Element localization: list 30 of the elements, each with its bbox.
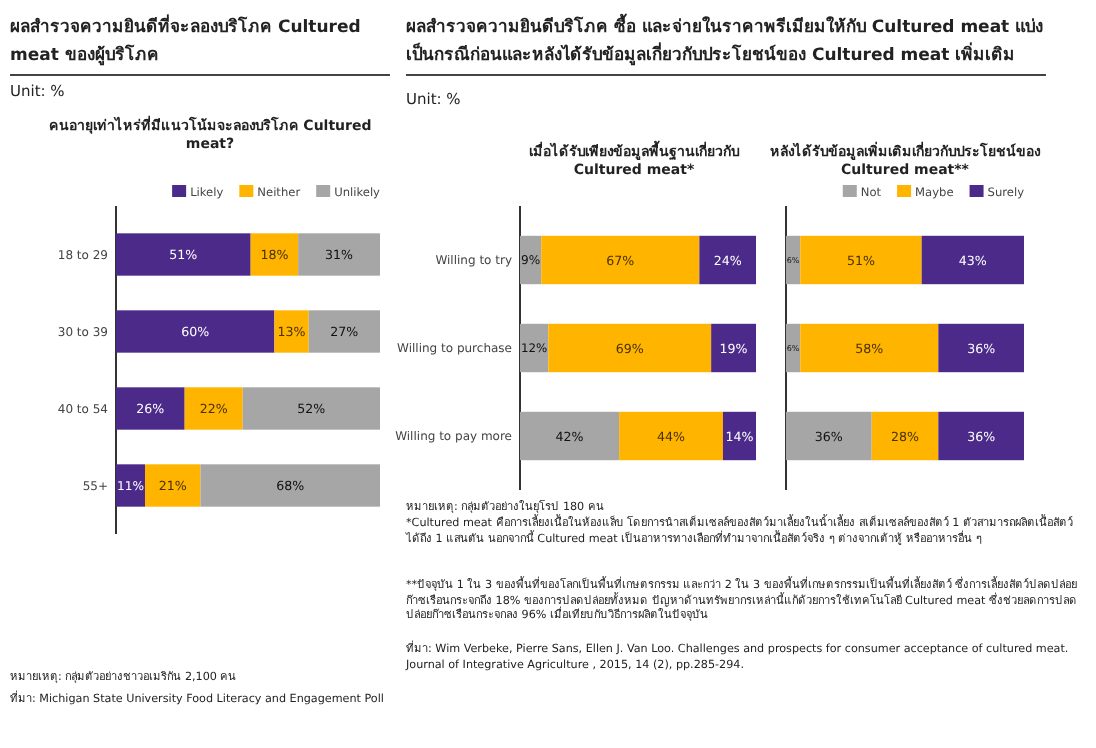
bar [786, 323, 801, 373]
bar [242, 387, 380, 430]
bar [800, 235, 922, 285]
bar [800, 323, 939, 373]
bar [548, 323, 712, 373]
bar [699, 235, 756, 285]
bar [250, 233, 299, 276]
bar [116, 464, 146, 507]
bar [786, 235, 801, 285]
bar [938, 323, 1024, 373]
bar [786, 411, 872, 461]
bar [871, 411, 939, 461]
bar [200, 464, 380, 507]
bar [619, 411, 723, 461]
bar [308, 310, 380, 353]
bar [541, 235, 700, 285]
bar [116, 310, 275, 353]
text: ผลสำรวจความยินดีที่จะลองบริโภค Cultured meat ของผู้บริโภค [10, 12, 390, 76]
bar [116, 233, 251, 276]
bar [116, 387, 185, 430]
bar [921, 235, 1024, 285]
bar [184, 387, 243, 430]
bar [274, 310, 309, 353]
bar [145, 464, 201, 507]
bar [711, 323, 756, 373]
bar [722, 411, 756, 461]
bar [520, 411, 620, 461]
text: ผลสำรวจความยินดีบริโภค ซื้อ และจ่ายในราคาพรีเมียมให้กับ Cultured meat แบ่งเป็นกรณีก่อนและหลังได้รับข้อมูลเกี่ยวกับประโยชน์ของ Cultured meat เพิ่มเติม [406, 12, 1046, 76]
bar [938, 411, 1024, 461]
bar [298, 233, 380, 276]
